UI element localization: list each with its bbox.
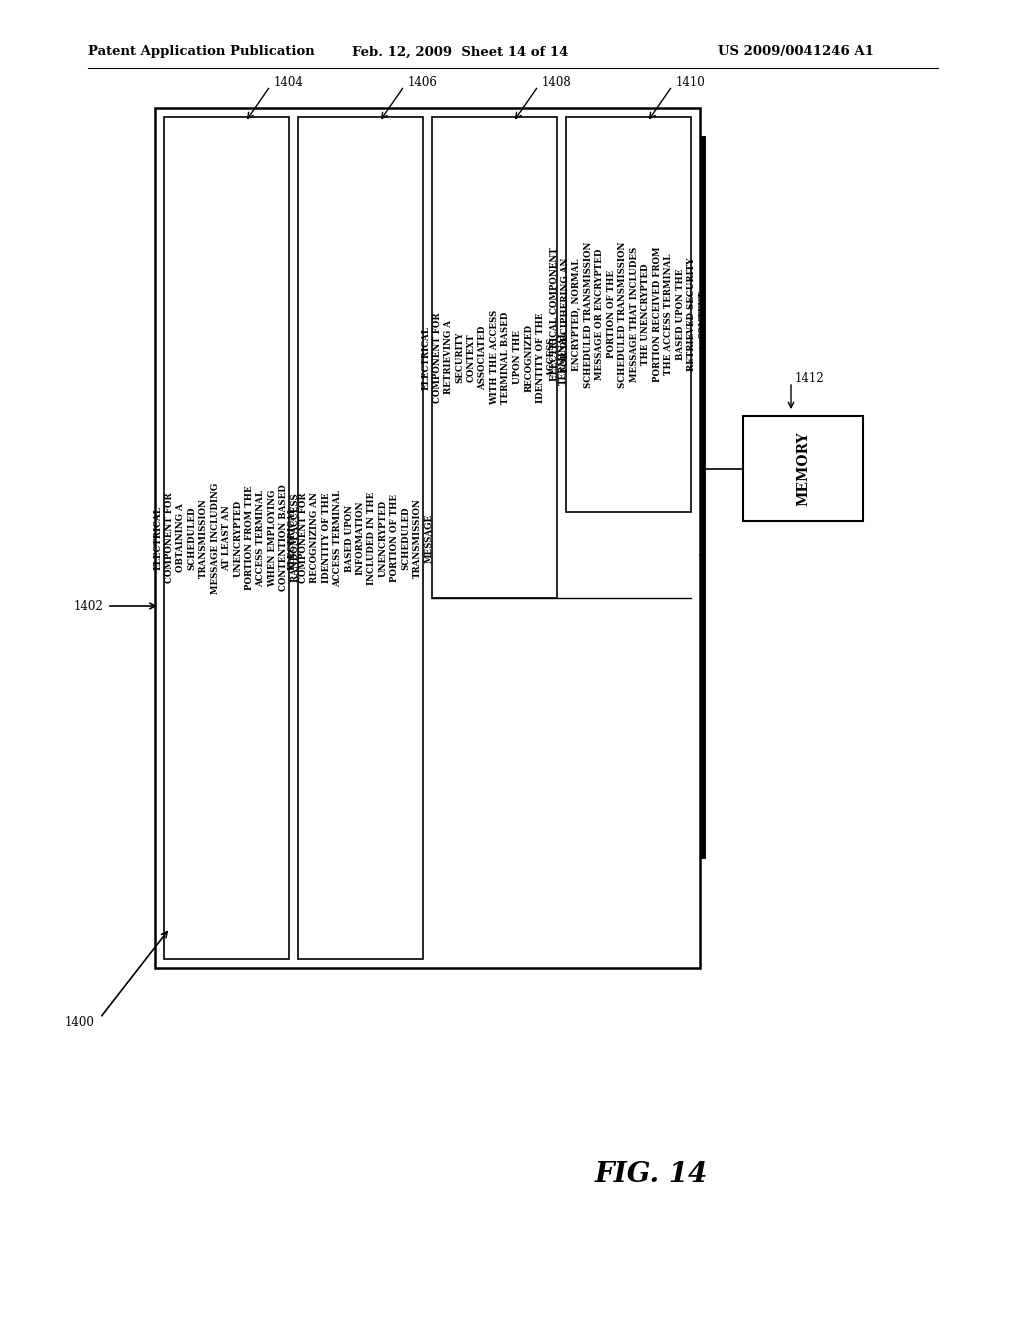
- Text: 1408: 1408: [542, 77, 571, 90]
- Text: 1406: 1406: [408, 77, 437, 90]
- Text: 1410: 1410: [675, 77, 705, 90]
- Text: 1400: 1400: [66, 1016, 95, 1030]
- Bar: [743, 416, 863, 521]
- Text: MEMORY: MEMORY: [796, 432, 810, 507]
- Text: 1412: 1412: [795, 372, 824, 385]
- Bar: [298, 117, 423, 960]
- Text: ELECTRICAL COMPONENT
FOR DECIPHERING AN
ENCRYPTED, NORMAL
SCHEDULED TRANSMISSION: ELECTRICAL COMPONENT FOR DECIPHERING AN …: [550, 242, 708, 388]
- Bar: [155, 108, 700, 968]
- Text: FIG. 14: FIG. 14: [595, 1162, 709, 1188]
- Text: US 2009/0041246 A1: US 2009/0041246 A1: [718, 45, 873, 58]
- Text: Patent Application Publication: Patent Application Publication: [88, 45, 314, 58]
- Bar: [566, 117, 691, 512]
- Bar: [164, 117, 289, 960]
- Bar: [432, 117, 557, 598]
- Text: 1402: 1402: [74, 599, 103, 612]
- Text: 1404: 1404: [273, 77, 303, 90]
- Text: Feb. 12, 2009  Sheet 14 of 14: Feb. 12, 2009 Sheet 14 of 14: [352, 45, 568, 58]
- Text: ELECTRICAL
COMPONENT FOR
RECOGNIZING AN
IDENTITY OF THE
ACCESS TERMINAL
BASED UP: ELECTRICAL COMPONENT FOR RECOGNIZING AN …: [288, 490, 434, 586]
- Text: ELECTRICAL
COMPONENT FOR
OBTAINING A
SCHEDULED
TRANSMISSION
MESSAGE INCLUDING
AT: ELECTRICAL COMPONENT FOR OBTAINING A SCH…: [154, 482, 300, 594]
- Text: ELECTRICAL
COMPONENT FOR
RETRIEVING A
SECURITY
CONTEXT
ASSOCIATED
WITH THE ACCES: ELECTRICAL COMPONENT FOR RETRIEVING A SE…: [421, 310, 567, 405]
